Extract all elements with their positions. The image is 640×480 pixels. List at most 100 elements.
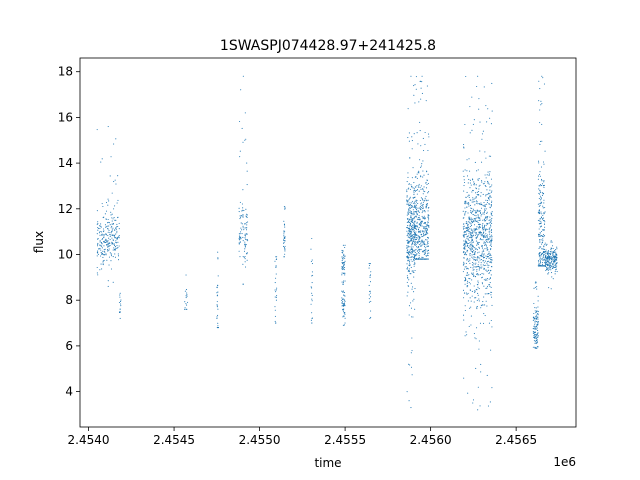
data-point bbox=[470, 300, 472, 302]
data-point bbox=[470, 229, 473, 231]
data-point bbox=[478, 251, 480, 253]
data-point bbox=[483, 242, 485, 244]
data-point bbox=[489, 193, 491, 195]
data-point bbox=[474, 228, 476, 230]
data-point bbox=[96, 251, 98, 253]
data-point bbox=[490, 155, 492, 157]
data-point bbox=[411, 205, 414, 207]
data-point bbox=[414, 84, 416, 86]
data-point bbox=[415, 76, 417, 78]
data-point bbox=[486, 271, 488, 273]
data-point bbox=[413, 250, 415, 252]
data-point bbox=[476, 266, 478, 268]
data-point bbox=[554, 264, 556, 266]
data-point bbox=[414, 200, 416, 202]
data-point bbox=[477, 256, 479, 258]
data-point bbox=[470, 207, 472, 209]
data-point bbox=[463, 175, 465, 178]
data-point bbox=[421, 236, 423, 238]
data-point bbox=[104, 251, 106, 253]
data-point bbox=[474, 210, 476, 212]
data-point bbox=[482, 322, 485, 324]
data-point bbox=[483, 219, 485, 221]
data-point bbox=[343, 272, 345, 274]
data-point bbox=[407, 252, 409, 254]
data-point bbox=[416, 253, 418, 255]
data-point bbox=[538, 212, 540, 214]
data-point bbox=[470, 217, 472, 219]
data-point bbox=[476, 220, 478, 222]
data-point bbox=[539, 193, 541, 195]
data-point bbox=[420, 166, 422, 168]
data-point bbox=[107, 240, 109, 242]
data-point bbox=[491, 304, 493, 306]
data-point bbox=[408, 279, 410, 281]
data-point bbox=[239, 120, 241, 123]
data-point bbox=[478, 178, 480, 180]
data-point bbox=[478, 232, 480, 234]
data-point bbox=[420, 222, 423, 224]
data-point bbox=[100, 244, 102, 246]
data-point bbox=[482, 304, 484, 306]
data-point bbox=[480, 234, 482, 236]
data-point bbox=[238, 207, 240, 209]
data-point bbox=[469, 289, 471, 291]
data-point bbox=[344, 274, 346, 276]
data-point bbox=[482, 239, 484, 241]
data-point bbox=[541, 243, 543, 245]
data-point bbox=[538, 235, 540, 237]
data-point bbox=[344, 246, 346, 249]
data-point bbox=[111, 213, 113, 215]
data-point bbox=[111, 229, 113, 231]
data-point bbox=[184, 308, 186, 310]
data-point bbox=[466, 236, 468, 238]
data-point bbox=[412, 197, 414, 199]
data-point bbox=[108, 250, 110, 252]
data-point bbox=[485, 185, 487, 187]
data-point bbox=[481, 259, 483, 261]
data-point bbox=[482, 235, 484, 237]
data-point bbox=[103, 241, 105, 243]
data-point bbox=[482, 183, 484, 185]
data-point bbox=[275, 258, 277, 261]
data-point bbox=[105, 244, 108, 246]
data-point bbox=[418, 223, 420, 225]
data-point bbox=[481, 251, 483, 253]
data-point bbox=[283, 245, 285, 247]
data-point bbox=[474, 218, 476, 220]
data-point bbox=[471, 211, 473, 213]
data-point bbox=[244, 223, 246, 225]
data-point bbox=[471, 244, 473, 246]
data-point bbox=[105, 253, 107, 255]
data-point bbox=[486, 218, 488, 220]
data-point bbox=[481, 233, 483, 235]
data-point bbox=[474, 197, 476, 199]
data-point bbox=[413, 197, 415, 199]
data-point bbox=[483, 205, 485, 207]
data-point bbox=[284, 250, 286, 252]
data-point bbox=[239, 241, 241, 243]
data-point bbox=[407, 226, 409, 228]
data-point bbox=[539, 195, 541, 197]
data-point bbox=[407, 242, 409, 244]
data-point bbox=[482, 204, 484, 207]
data-point bbox=[537, 321, 539, 323]
data-point bbox=[116, 232, 118, 234]
data-point bbox=[344, 322, 346, 324]
data-point bbox=[418, 219, 420, 221]
data-point bbox=[412, 238, 414, 240]
data-point bbox=[489, 216, 491, 218]
data-point bbox=[476, 211, 478, 213]
data-point bbox=[546, 251, 548, 253]
data-point bbox=[477, 222, 479, 224]
data-point bbox=[413, 244, 415, 246]
data-point bbox=[421, 240, 423, 242]
data-point bbox=[428, 136, 430, 138]
data-point bbox=[341, 274, 343, 276]
data-point bbox=[535, 334, 538, 336]
data-point bbox=[111, 230, 113, 232]
data-point bbox=[535, 281, 537, 283]
data-point bbox=[244, 112, 246, 114]
data-point bbox=[491, 326, 493, 328]
data-point bbox=[344, 256, 346, 258]
